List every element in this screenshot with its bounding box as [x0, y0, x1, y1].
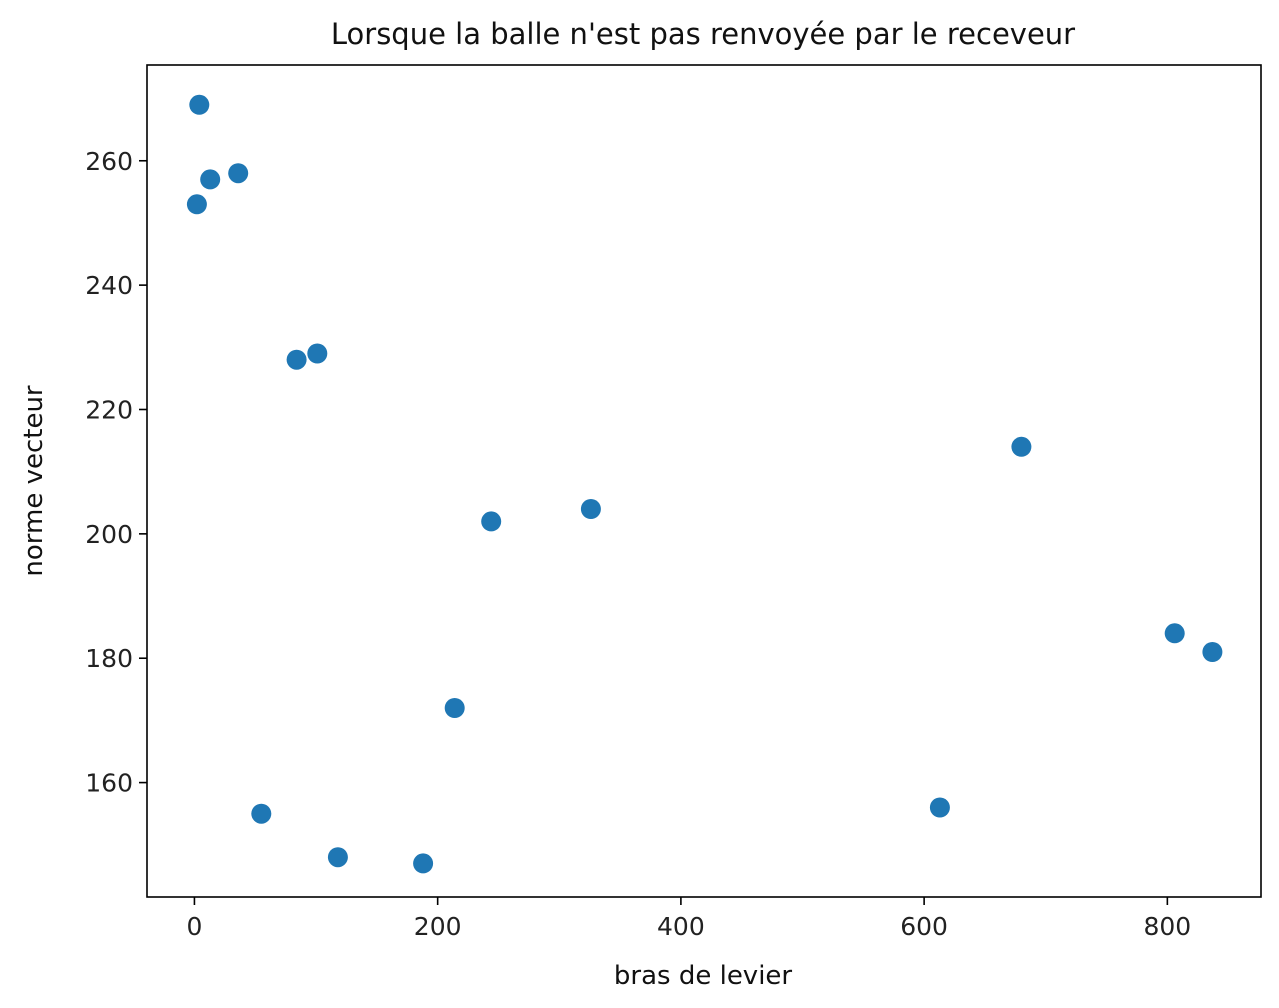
- data-point-13: [929, 797, 950, 818]
- data-point-14: [327, 847, 348, 868]
- y-axis-label: norme vecteur: [19, 385, 49, 577]
- y-tick-label: 220: [85, 395, 133, 424]
- x-tick-label: 400: [657, 912, 705, 941]
- y-tick-label: 240: [85, 271, 133, 300]
- data-point-2: [228, 163, 249, 184]
- data-point-1: [200, 169, 221, 190]
- y-tick-label: 160: [85, 769, 133, 798]
- data-point-5: [307, 343, 328, 364]
- data-point-6: [1011, 436, 1032, 457]
- x-axis-label: bras de levier: [614, 961, 793, 991]
- x-tick-label: 600: [900, 912, 948, 941]
- x-axis-ticks: 0 200 400 600 800: [186, 897, 1191, 941]
- plot-frame: [146, 64, 1262, 898]
- y-axis-ticks: 160 180 200 220 240 260: [85, 147, 147, 798]
- data-point-8: [580, 499, 601, 519]
- data-point-9: [1164, 623, 1185, 644]
- data-point-3: [186, 194, 207, 215]
- data-point-11: [444, 698, 465, 718]
- chart-title: Lorsque la balle n'est pas renvoyée par …: [331, 17, 1075, 51]
- y-tick-label: 260: [85, 147, 133, 176]
- y-tick-label: 200: [85, 520, 133, 549]
- data-point-15: [413, 853, 434, 874]
- data-point-4: [286, 349, 307, 370]
- data-point-10: [1202, 642, 1223, 662]
- data-points: [186, 94, 1223, 874]
- y-tick-label: 180: [85, 644, 133, 673]
- data-point-7: [481, 511, 502, 532]
- data-point-12: [251, 803, 272, 824]
- x-tick-label: 0: [186, 912, 202, 941]
- x-tick-label: 800: [1143, 912, 1191, 941]
- data-point-0: [189, 94, 210, 115]
- x-tick-label: 200: [414, 912, 462, 941]
